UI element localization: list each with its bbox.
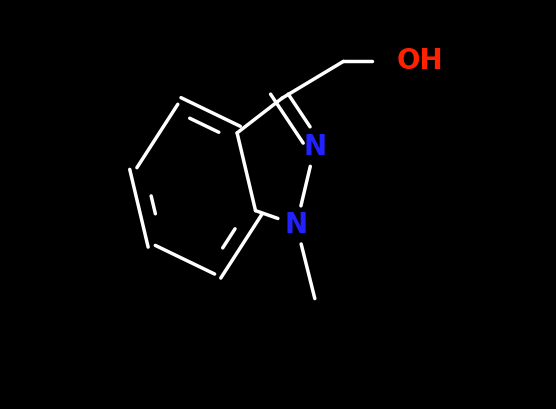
Text: OH: OH: [396, 47, 443, 75]
Text: N: N: [285, 211, 308, 239]
Text: N: N: [303, 133, 326, 161]
